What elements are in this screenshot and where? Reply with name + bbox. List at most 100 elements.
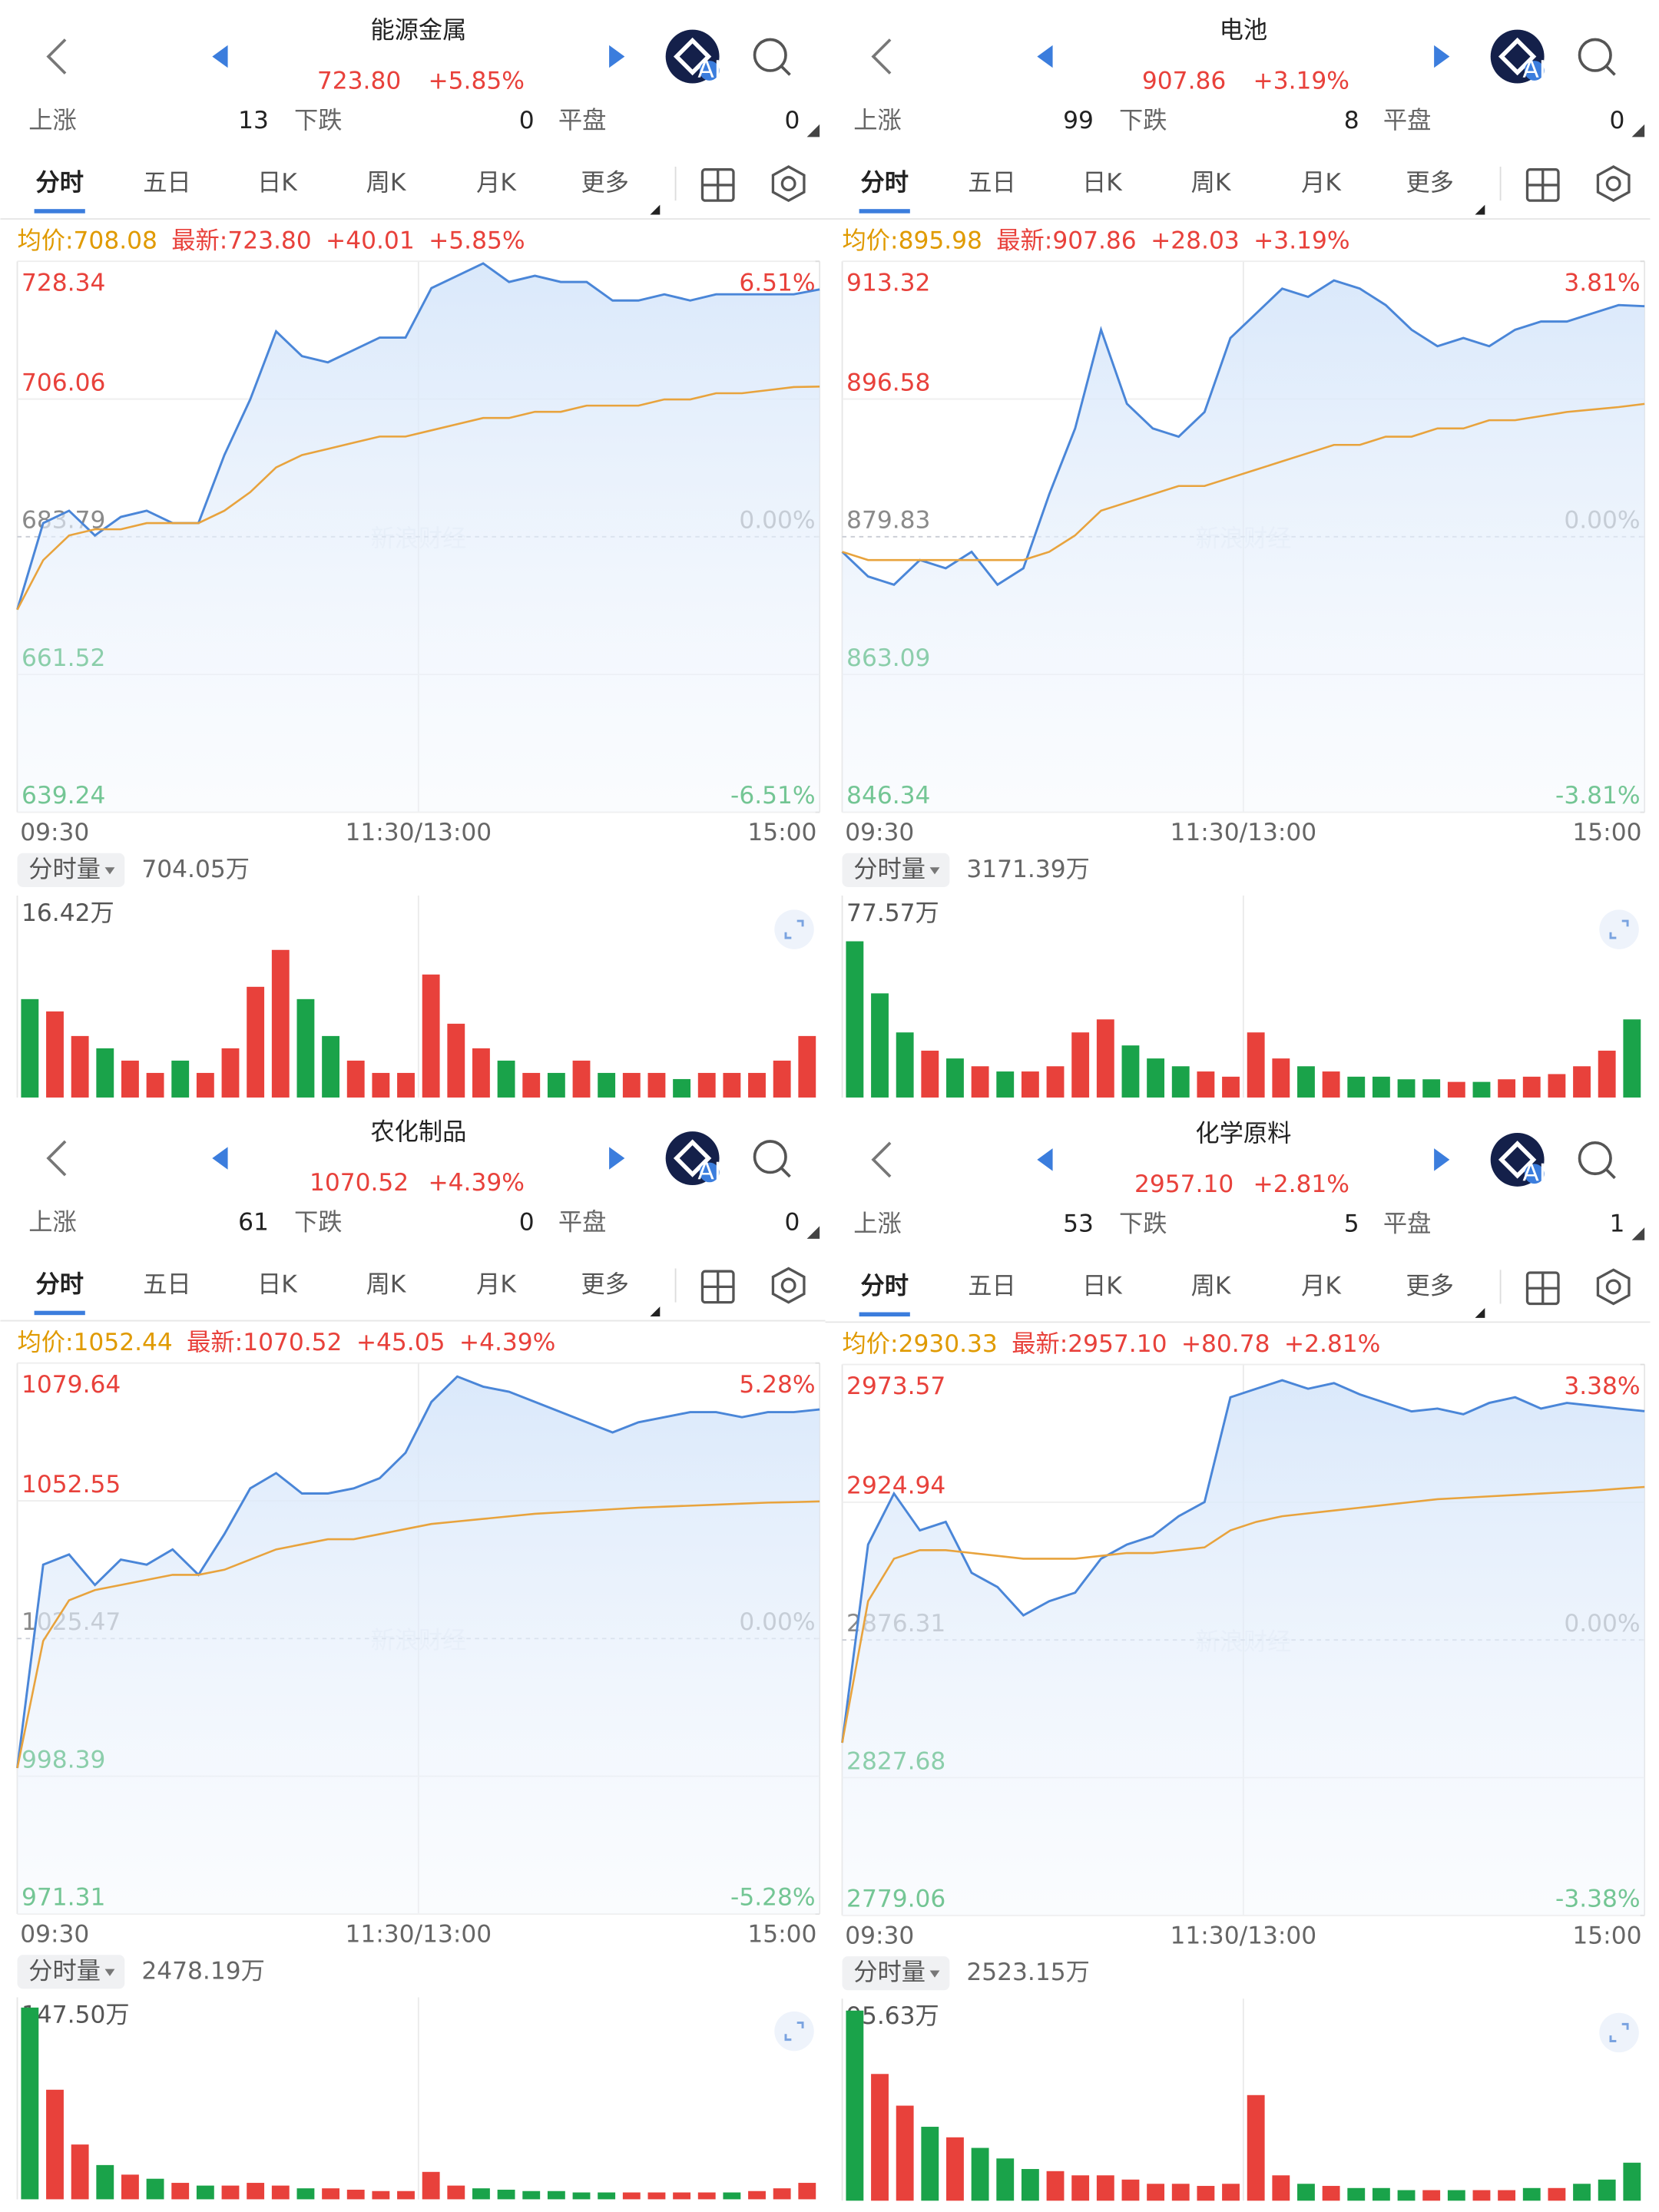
back-button[interactable] [46, 1140, 67, 1177]
tab[interactable]: 五日 [143, 169, 191, 197]
settings-button[interactable] [771, 1267, 806, 1304]
volume-bar [171, 2183, 190, 2200]
stat-value: 0 [1610, 107, 1625, 134]
ai-icon-inner [1498, 37, 1537, 76]
price-area [842, 1380, 1645, 1916]
tab[interactable]: 分时 [35, 169, 84, 197]
prev-button[interactable] [212, 45, 228, 68]
expand-button[interactable] [774, 2011, 814, 2051]
layout-button[interactable] [700, 1270, 735, 1304]
search-icon-handle [1605, 1168, 1616, 1180]
volume-bar [322, 1035, 340, 1098]
volume-selector[interactable]: 分时量 [842, 1956, 950, 1991]
ai-badge [1524, 1164, 1545, 1184]
tab[interactable]: 周K [366, 169, 407, 197]
tab[interactable]: 日K [257, 1271, 298, 1299]
ai-button[interactable]: AI [665, 1131, 721, 1185]
selector-label: 分时量 [28, 856, 101, 883]
y-tick-label: 1079.64 [22, 1371, 121, 1399]
back-button[interactable] [871, 1141, 892, 1178]
layout-button[interactable] [1525, 168, 1560, 202]
volume-bar [397, 1072, 415, 1098]
tab[interactable]: 日K [1082, 169, 1123, 197]
tab[interactable]: 周K [1191, 1272, 1232, 1300]
volume-bar [547, 1072, 565, 1098]
back-button[interactable] [46, 38, 67, 75]
ai-badge [699, 61, 720, 81]
prev-button[interactable] [1037, 1148, 1053, 1171]
volume-bar [422, 974, 440, 1098]
tab[interactable]: 五日 [968, 1272, 1016, 1300]
next-button[interactable] [1434, 45, 1450, 68]
stat-value: 61 [238, 1209, 269, 1237]
tab[interactable]: 月K [476, 1271, 517, 1299]
tab[interactable]: 五日 [143, 1271, 191, 1299]
tab[interactable]: 更多 [581, 169, 629, 197]
price-line [841, 1379, 1645, 1743]
tab[interactable]: 更多 [1406, 169, 1454, 197]
tab[interactable]: 分时 [860, 1272, 909, 1300]
tab[interactable]: 更多 [581, 1271, 629, 1299]
stat-value: 1 [1610, 1210, 1625, 1237]
y-tick-label: 879.83 [846, 507, 930, 535]
x-tick-label: 09:30 [845, 819, 914, 846]
expand-button[interactable] [774, 909, 814, 949]
prev-button[interactable] [1037, 45, 1053, 68]
expand-button[interactable] [1599, 2012, 1639, 2053]
tab[interactable]: 月K [1301, 1272, 1342, 1300]
price-line [16, 262, 820, 611]
settings-button[interactable] [771, 165, 806, 203]
layout-button[interactable] [700, 168, 735, 202]
search-button[interactable] [1578, 1141, 1616, 1180]
search-button[interactable] [753, 1140, 791, 1178]
selector-caret [104, 867, 115, 875]
settings-icon-center [1605, 1279, 1621, 1295]
volume-bar [1322, 2186, 1340, 2201]
volume-bar [447, 1023, 465, 1098]
ai-button[interactable]: AI [1490, 29, 1546, 84]
stat-value: 5 [1344, 1210, 1359, 1237]
volume-bar [422, 2171, 440, 2200]
layout-icon-lines [702, 1271, 733, 1303]
volume-bar [622, 2192, 641, 2200]
settings-button[interactable] [1596, 1268, 1631, 1306]
average-line [16, 1500, 820, 1769]
settings-button[interactable] [1596, 165, 1631, 203]
tab[interactable]: 五日 [968, 169, 1016, 197]
prev-button[interactable] [212, 1147, 228, 1170]
tab[interactable]: 日K [1082, 1272, 1123, 1300]
volume-bar [1522, 1076, 1541, 1098]
stat-value: 0 [784, 107, 800, 134]
tab[interactable]: 分时 [860, 169, 909, 197]
volume-bar [723, 1072, 741, 1098]
tab[interactable]: 日K [257, 169, 298, 197]
volume-bar [247, 2183, 265, 2200]
tab[interactable]: 周K [366, 1271, 407, 1299]
stat-label: 平盘 [1383, 1210, 1432, 1237]
volume-tick-label: 16.42万 [22, 899, 114, 927]
tab[interactable]: 周K [1191, 169, 1232, 197]
tab[interactable]: 分时 [35, 1271, 84, 1299]
search-button[interactable] [1578, 38, 1616, 76]
next-button[interactable] [609, 1147, 625, 1170]
expand-button[interactable] [1599, 909, 1639, 949]
volume-bar [322, 2188, 340, 2200]
volume-selector[interactable]: 分时量 [17, 853, 125, 887]
tab[interactable]: 月K [476, 169, 517, 197]
tab[interactable]: 月K [1301, 169, 1342, 197]
volume-bar [1347, 2187, 1366, 2201]
tab[interactable]: 更多 [1406, 1272, 1454, 1300]
back-button[interactable] [871, 38, 892, 75]
volume-selector[interactable]: 分时量 [17, 1955, 125, 1989]
ai-button[interactable]: AI [1490, 1132, 1546, 1187]
stat-label: 平盘 [558, 107, 607, 134]
search-icon-handle [780, 65, 791, 76]
next-button[interactable] [1434, 1148, 1450, 1171]
volume-selector[interactable]: 分时量 [842, 853, 950, 887]
ai-button[interactable]: AI [665, 29, 721, 84]
search-button[interactable] [753, 38, 791, 76]
next-button[interactable] [609, 45, 625, 68]
layout-button[interactable] [1525, 1271, 1560, 1306]
expand-icon-arrows [784, 919, 804, 939]
info-item: +80.78 [1181, 1330, 1270, 1358]
